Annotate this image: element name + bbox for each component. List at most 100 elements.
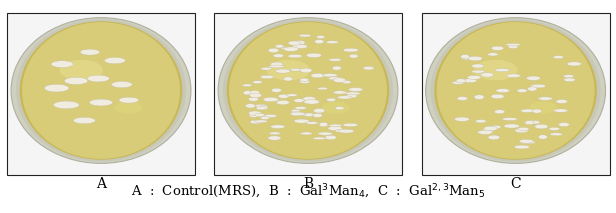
Ellipse shape [529, 101, 557, 114]
Ellipse shape [306, 122, 318, 124]
Ellipse shape [532, 109, 541, 113]
Ellipse shape [504, 124, 519, 128]
Ellipse shape [491, 46, 504, 50]
Ellipse shape [254, 120, 268, 122]
Ellipse shape [564, 78, 575, 82]
Ellipse shape [318, 132, 333, 135]
Ellipse shape [488, 53, 498, 56]
Ellipse shape [259, 105, 268, 110]
Ellipse shape [506, 43, 521, 46]
Ellipse shape [519, 139, 533, 143]
Ellipse shape [514, 145, 530, 149]
Ellipse shape [322, 73, 338, 77]
Ellipse shape [496, 89, 509, 93]
Ellipse shape [268, 136, 281, 140]
Ellipse shape [261, 75, 274, 79]
Ellipse shape [44, 84, 69, 92]
Ellipse shape [119, 97, 139, 103]
Ellipse shape [51, 61, 73, 68]
Ellipse shape [277, 100, 290, 105]
Ellipse shape [461, 56, 473, 60]
Ellipse shape [292, 45, 308, 49]
Ellipse shape [242, 84, 252, 86]
Ellipse shape [16, 19, 186, 162]
Ellipse shape [286, 94, 298, 96]
Ellipse shape [328, 77, 341, 80]
Ellipse shape [517, 127, 529, 131]
Ellipse shape [268, 48, 279, 53]
Ellipse shape [261, 67, 272, 70]
Ellipse shape [437, 22, 594, 159]
Ellipse shape [250, 120, 262, 124]
Ellipse shape [273, 54, 284, 58]
Ellipse shape [290, 112, 305, 116]
Text: B: B [303, 177, 314, 191]
Ellipse shape [300, 68, 312, 73]
Ellipse shape [319, 122, 328, 127]
Ellipse shape [322, 101, 349, 114]
Ellipse shape [553, 56, 564, 59]
Ellipse shape [267, 60, 310, 80]
Ellipse shape [270, 62, 283, 66]
Ellipse shape [328, 126, 342, 131]
Ellipse shape [255, 113, 264, 117]
Ellipse shape [494, 110, 505, 114]
Ellipse shape [335, 106, 344, 110]
Bar [422, 13, 610, 175]
Ellipse shape [263, 97, 278, 102]
Ellipse shape [249, 91, 260, 95]
Ellipse shape [521, 141, 535, 144]
Ellipse shape [299, 34, 311, 37]
Ellipse shape [461, 55, 469, 59]
Ellipse shape [567, 62, 582, 66]
Ellipse shape [325, 135, 336, 140]
Ellipse shape [22, 22, 180, 159]
Ellipse shape [317, 35, 325, 39]
Ellipse shape [346, 94, 357, 98]
Ellipse shape [269, 132, 280, 135]
Ellipse shape [549, 127, 560, 130]
Ellipse shape [22, 22, 180, 159]
Ellipse shape [337, 96, 352, 99]
Ellipse shape [305, 113, 314, 117]
Ellipse shape [89, 99, 113, 106]
Ellipse shape [243, 91, 253, 95]
Ellipse shape [288, 54, 302, 58]
Ellipse shape [290, 68, 301, 71]
Ellipse shape [318, 87, 328, 90]
Ellipse shape [538, 97, 553, 100]
Ellipse shape [502, 118, 517, 121]
Ellipse shape [556, 99, 567, 104]
Ellipse shape [332, 66, 341, 70]
Ellipse shape [526, 76, 540, 80]
Ellipse shape [333, 78, 346, 82]
Ellipse shape [346, 92, 360, 95]
Ellipse shape [115, 101, 142, 114]
Bar [7, 13, 195, 175]
Bar [422, 13, 610, 175]
Ellipse shape [313, 137, 326, 140]
Ellipse shape [506, 74, 521, 78]
Ellipse shape [456, 79, 466, 83]
Ellipse shape [452, 81, 464, 84]
Ellipse shape [294, 106, 307, 109]
Ellipse shape [283, 77, 293, 81]
Ellipse shape [306, 53, 322, 58]
Ellipse shape [64, 77, 87, 85]
Ellipse shape [515, 128, 528, 133]
Ellipse shape [245, 104, 256, 108]
Ellipse shape [363, 66, 374, 70]
Ellipse shape [492, 125, 501, 129]
Ellipse shape [256, 106, 266, 110]
Ellipse shape [269, 65, 285, 68]
Ellipse shape [335, 129, 347, 132]
Ellipse shape [535, 124, 548, 129]
Text: C: C [511, 177, 521, 191]
Ellipse shape [521, 109, 535, 112]
Ellipse shape [476, 119, 487, 123]
Ellipse shape [282, 47, 293, 50]
Ellipse shape [495, 69, 510, 72]
Ellipse shape [343, 123, 358, 127]
Ellipse shape [302, 97, 316, 101]
Ellipse shape [248, 97, 259, 101]
